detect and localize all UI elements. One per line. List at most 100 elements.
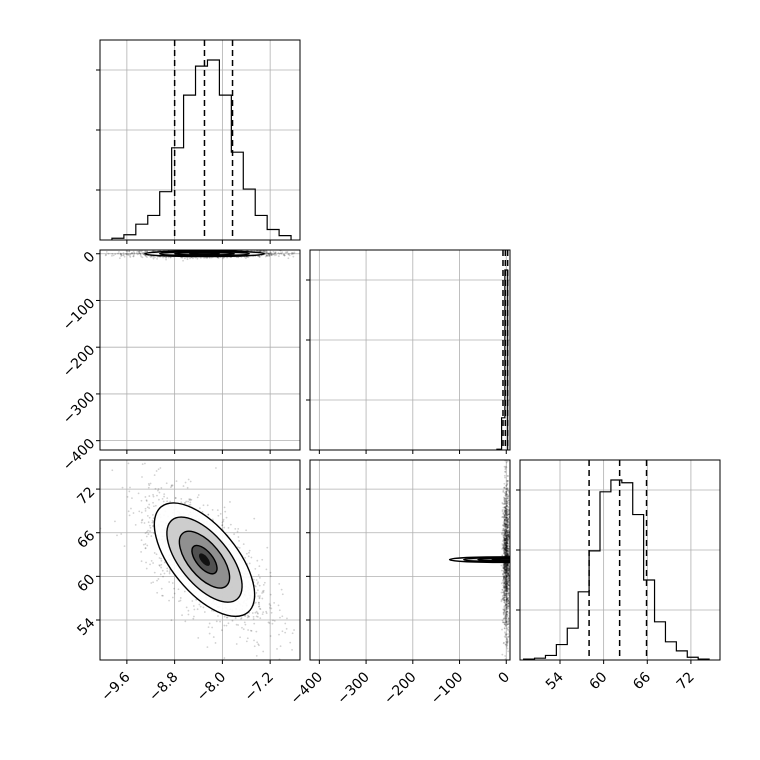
pair-panel-p2-p3-point xyxy=(504,532,506,535)
pair-panel-p2-p3-point xyxy=(505,599,508,602)
pair-panel-p2-p3-point xyxy=(503,547,506,549)
pair-panel-p2-p3-point xyxy=(506,493,509,496)
pair-panel-p2-p3-point xyxy=(505,544,508,546)
pair-panel-p1-p2-point xyxy=(120,253,122,256)
pair-panel-p2-p3-point xyxy=(506,508,508,511)
pair-panel-p1-p3-point xyxy=(221,524,224,526)
pair-panel-p1-p3-point xyxy=(166,570,169,572)
pair-panel-p1-p3-point xyxy=(168,581,171,583)
pair-panel-p2-p3-point xyxy=(506,524,509,527)
pair-panel-p2-p3-point xyxy=(507,607,510,610)
pair-panel-p2-p3-point xyxy=(506,460,509,463)
pair-panel-p2-p3-point xyxy=(505,532,508,534)
pair-panel-p2-p3-point xyxy=(503,524,506,527)
pair-panel-p1-p3-point xyxy=(202,504,205,507)
pair-panel-p1-p3-point xyxy=(257,612,259,615)
pair-panel-p1-p2-point xyxy=(131,252,134,254)
pair-panel-p2-p3-point xyxy=(504,524,507,527)
pair-panel-p2-p3-point xyxy=(502,599,505,601)
pair-panel-p1-p3-point xyxy=(245,529,248,532)
pair-panel-p1-p3-point xyxy=(250,556,253,559)
pair-panel-p2-p3-point xyxy=(506,549,509,552)
pair-panel-p2-p3-point xyxy=(502,489,505,492)
pair-panel-p1-p2-point xyxy=(314,254,316,256)
pair-panel-p2-p3-point xyxy=(502,573,504,576)
pair-panel-p2-p3-point xyxy=(502,567,505,570)
pair-panel-p2-p3-point xyxy=(507,583,510,586)
pair-panel-p2-p3-point xyxy=(505,545,508,547)
pair-panel-p2-p3-point xyxy=(504,562,507,565)
pair-panel-p2-p3-point xyxy=(504,586,507,588)
pair-panel-p2-p3-point xyxy=(502,515,505,518)
pair-panel-p2-p3-point xyxy=(502,612,505,615)
pair-panel-p1-p3-point xyxy=(151,514,154,516)
pair-panel-p1-p3-point xyxy=(235,643,238,645)
pair-panel-p2-p3-point xyxy=(506,546,508,549)
pair-panel-p2-p3-point xyxy=(504,582,507,584)
pair-panel-p2-p3-point xyxy=(507,577,510,579)
pair-panel-p2-p3-point xyxy=(505,492,508,495)
pair-panel-p1-p2-point xyxy=(275,253,278,256)
pair-panel-p1-p2-point xyxy=(140,250,143,253)
pair-panel-p1-p2-point xyxy=(268,252,270,255)
pair-panel-p2-p3-point xyxy=(506,565,509,568)
pair-panel-p1-p3-point xyxy=(127,510,130,513)
pair-panel-p2-p3-point xyxy=(504,594,507,597)
pair-panel-p2-p3-point xyxy=(503,537,505,539)
pair-panel-p2-p3-point xyxy=(505,517,508,520)
pair-panel-p2-p3-point xyxy=(505,565,508,568)
pair-panel-p2-p3-point xyxy=(504,487,507,490)
pair-panel-p2-p3-point xyxy=(506,508,509,511)
pair-panel-p1-p2-ytick-label-2: −200 xyxy=(60,342,99,381)
pair-panel-p2-p3-point xyxy=(504,546,507,549)
pair-panel-p1-p3-point xyxy=(140,519,143,522)
pair-panel-p2-p3-point xyxy=(505,563,508,566)
pair-panel-p2-p3-point xyxy=(503,498,506,501)
pair-panel-p2-p3-point xyxy=(505,620,508,623)
pair-panel-p1-p3-point xyxy=(188,504,191,506)
pair-panel-p1-p3-point xyxy=(155,553,158,556)
pair-panel-p2-p3-point xyxy=(504,614,507,616)
pair-panel-p2-p3-point xyxy=(506,647,509,650)
pair-panel-p2-p3-point xyxy=(506,604,508,607)
pair-panel-p2-p3-point xyxy=(505,505,508,508)
pair-panel-p1-p2-point xyxy=(111,252,114,255)
pair-panel-p1-p2-point xyxy=(281,251,284,254)
pair-panel-p1-p3-point xyxy=(211,518,214,521)
pair-panel-p1-p3-point xyxy=(168,599,170,602)
pair-panel-p2-p3-point xyxy=(507,540,510,542)
pair-panel-p2-p3-point xyxy=(504,643,507,646)
pair-panel-p2-p3-point xyxy=(507,534,509,537)
pair-panel-p2-p3-point xyxy=(505,512,508,515)
pair-panel-p2-p3-point xyxy=(505,551,508,554)
pair-panel-p2-p3-point xyxy=(503,550,506,553)
pair-panel-p1-p3-point xyxy=(246,616,249,619)
pair-panel-p2-p3-point xyxy=(503,627,506,630)
pair-panel-p2-p3-point xyxy=(504,476,506,479)
pair-panel-p1-p3-point xyxy=(153,474,156,476)
pair-panel-p2-p3-point xyxy=(504,512,507,515)
pair-panel-p2-p3-point xyxy=(504,530,507,533)
pair-panel-p2-p3-point xyxy=(502,573,504,576)
pair-panel-p2-p3-point xyxy=(507,577,509,580)
pair-panel-p2-p3-point xyxy=(507,529,510,532)
pair-panel-p2-p3-point xyxy=(507,499,510,502)
pair-panel-p2-p3-point xyxy=(504,537,507,540)
pair-panel-p2-p3-point xyxy=(511,537,513,539)
pair-panel-p2-p3-point xyxy=(503,571,505,574)
pair-panel-p2-p3-point xyxy=(505,541,508,544)
pair-panel-p2-p3-point xyxy=(501,502,504,504)
pair-panel-p2-p3-point xyxy=(504,584,507,587)
pair-panel-p1-p3-point xyxy=(249,629,252,632)
pair-panel-p2-p3-point xyxy=(507,567,510,570)
pair-panel-p2-p3-point xyxy=(502,569,505,572)
pair-panel-p2-p3-point xyxy=(504,568,507,571)
pair-panel-p2-p3-point xyxy=(504,554,507,556)
pair-panel-p1-p2-point xyxy=(97,251,99,253)
pair-panel-p2-p3-point xyxy=(506,480,509,482)
pair-panel-p1-p2-point xyxy=(125,252,127,255)
pair-panel-p2-p3-point xyxy=(502,525,505,528)
pair-panel-p1-p2-point xyxy=(270,254,273,256)
